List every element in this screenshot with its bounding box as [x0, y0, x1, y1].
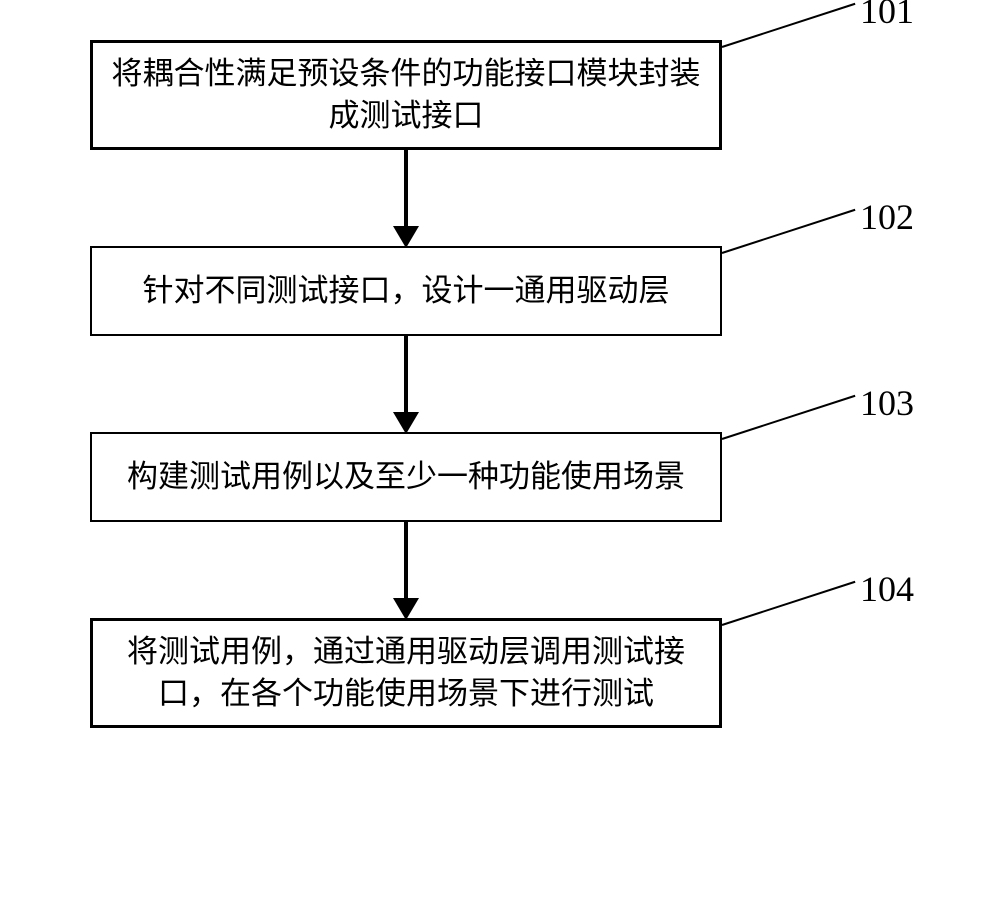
- flow-arrow: [90, 336, 722, 432]
- flow-arrow: [90, 150, 722, 246]
- arrow-shaft: [404, 150, 408, 228]
- step-101-box: 将耦合性满足预设条件的功能接口模块封装成测试接口: [90, 40, 722, 150]
- flowchart-container: 将耦合性满足预设条件的功能接口模块封装成测试接口101 针对不同测试接口，设计一通…: [90, 40, 910, 728]
- arrow-head-icon: [393, 412, 419, 434]
- step-103-text: 构建测试用例以及至少一种功能使用场景: [127, 456, 685, 498]
- step-104-text: 将测试用例，通过通用驱动层调用测试接口，在各个功能使用场景下进行测试: [105, 631, 707, 715]
- step-103-label: 103: [860, 382, 914, 424]
- step-103-box: 构建测试用例以及至少一种功能使用场景: [90, 432, 722, 522]
- step-104-label: 104: [860, 568, 914, 610]
- arrow-shaft: [404, 336, 408, 414]
- step-102-text: 针对不同测试接口，设计一通用驱动层: [143, 270, 670, 312]
- callout-line: [722, 3, 856, 48]
- arrow-head-icon: [393, 598, 419, 620]
- flow-step-row: 将耦合性满足预设条件的功能接口模块封装成测试接口101: [90, 40, 910, 150]
- flow-step-row: 针对不同测试接口，设计一通用驱动层102: [90, 246, 910, 336]
- step-102-box: 针对不同测试接口，设计一通用驱动层: [90, 246, 722, 336]
- arrow-head-icon: [393, 226, 419, 248]
- flow-step-row: 将测试用例，通过通用驱动层调用测试接口，在各个功能使用场景下进行测试104: [90, 618, 910, 728]
- step-104-box: 将测试用例，通过通用驱动层调用测试接口，在各个功能使用场景下进行测试: [90, 618, 722, 728]
- step-101-label: 101: [860, 0, 914, 32]
- step-101-text: 将耦合性满足预设条件的功能接口模块封装成测试接口: [105, 53, 707, 137]
- callout-line: [722, 209, 856, 254]
- flow-step-row: 构建测试用例以及至少一种功能使用场景103: [90, 432, 910, 522]
- callout-line: [722, 581, 856, 626]
- callout-line: [722, 395, 856, 440]
- step-102-label: 102: [860, 196, 914, 238]
- arrow-shaft: [404, 522, 408, 600]
- flow-arrow: [90, 522, 722, 618]
